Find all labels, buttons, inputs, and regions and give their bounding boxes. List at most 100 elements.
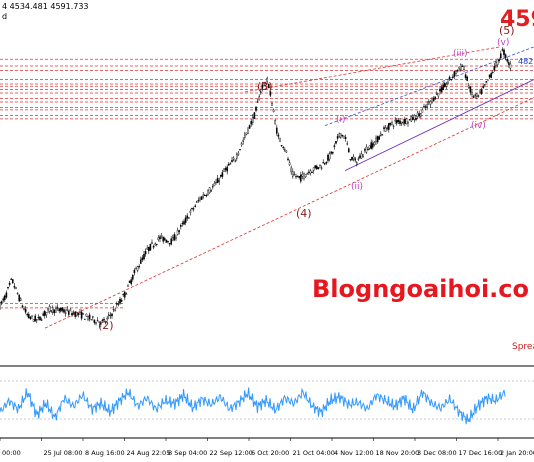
- candle-body: [208, 187, 211, 194]
- candle: [79, 308, 81, 315]
- candle-body: [26, 314, 29, 316]
- candle: [80, 309, 83, 321]
- candle: [439, 85, 441, 95]
- candle: [141, 255, 144, 262]
- candle: [40, 317, 43, 322]
- candle: [389, 122, 392, 127]
- candle: [231, 157, 233, 163]
- candle-body: [381, 134, 384, 136]
- candle: [219, 174, 222, 179]
- candle-body: [149, 243, 152, 251]
- wave-label-major-2: (4): [296, 207, 312, 220]
- candle: [66, 306, 68, 312]
- candle-body: [90, 319, 92, 321]
- candle-body: [506, 59, 509, 62]
- candle: [186, 213, 189, 221]
- candle: [44, 310, 46, 319]
- candle: [322, 159, 325, 164]
- candle-body: [272, 109, 275, 113]
- candle-body: [221, 172, 224, 177]
- candle: [290, 165, 293, 176]
- candle: [373, 141, 376, 147]
- candle-body: [384, 127, 387, 132]
- candle: [42, 311, 44, 317]
- candle: [36, 318, 38, 324]
- candle-body: [98, 321, 100, 323]
- candle: [128, 280, 131, 284]
- candle-body: [354, 158, 357, 161]
- time-tick-label: 22 Sep 12:00: [210, 449, 253, 457]
- candle-body: [472, 96, 475, 98]
- candle-body: [383, 127, 385, 129]
- candle-body: [295, 176, 297, 178]
- candle: [364, 148, 366, 153]
- candle-body: [405, 118, 408, 125]
- candle: [500, 50, 502, 60]
- candle-body: [309, 170, 312, 174]
- candle-body: [231, 160, 233, 162]
- candle-body: [74, 311, 76, 317]
- candle: [308, 169, 310, 176]
- candle-body: [426, 104, 429, 108]
- candle: [151, 239, 153, 245]
- candle-body: [55, 308, 57, 313]
- candle: [139, 256, 142, 264]
- candle: [380, 131, 382, 137]
- candle-body: [202, 194, 205, 198]
- candle-body: [170, 238, 173, 245]
- candle-body: [482, 86, 485, 89]
- candle-body: [143, 254, 145, 260]
- candle-body: [15, 287, 17, 289]
- candle-body: [40, 319, 43, 321]
- candle-body: [87, 316, 89, 320]
- candle-body: [407, 121, 409, 124]
- candle: [106, 315, 108, 322]
- candle-body: [29, 316, 32, 319]
- candle-body: [215, 181, 217, 184]
- candle-body: [34, 315, 36, 322]
- candle: [295, 173, 297, 180]
- oscillator-panel[interactable]: [0, 380, 534, 425]
- main-price-panel[interactable]: (2) (3) (4) (5) (i) (ii) (iii) (iv) (v): [0, 24, 534, 332]
- candle: [495, 60, 497, 69]
- candle-body: [69, 309, 72, 311]
- candle-body: [138, 266, 141, 268]
- candle-body: [386, 127, 389, 129]
- candle: [367, 146, 369, 151]
- candle-body: [157, 237, 160, 241]
- candle-body: [320, 167, 323, 169]
- candle-body: [58, 308, 60, 312]
- candle-body: [325, 161, 328, 164]
- resistance-levels: [0, 58, 534, 309]
- candle: [420, 113, 422, 119]
- candle: [224, 166, 227, 173]
- candle: [32, 318, 35, 322]
- candle: [357, 156, 360, 162]
- candle-body: [115, 303, 118, 305]
- candle-body: [21, 305, 24, 307]
- candle: [351, 156, 353, 161]
- candle: [255, 106, 257, 113]
- candle-body: [292, 171, 294, 177]
- time-axis-labels: 00:00 25 Jul 08:00 8 Aug 16:00 24 Aug 22:05…: [0, 438, 534, 457]
- candle: [117, 300, 120, 307]
- candle: [332, 151, 334, 155]
- candle: [216, 174, 219, 184]
- candle-body: [285, 150, 288, 153]
- candle-body: [397, 120, 400, 122]
- candle-body: [194, 205, 197, 207]
- candle: [72, 310, 75, 315]
- candle-body: [466, 76, 469, 81]
- candle-body: [402, 121, 405, 124]
- ohlc-readout: 4 4534.481 4591.733: [2, 2, 89, 11]
- candle-body: [245, 132, 248, 135]
- candle-body: [356, 162, 358, 165]
- candle-body: [508, 62, 510, 65]
- candle: [482, 83, 485, 89]
- candle: [91, 315, 94, 321]
- candle-body: [357, 158, 360, 160]
- candle-body: [308, 171, 310, 173]
- candle-body: [391, 122, 393, 125]
- candle-body: [436, 93, 438, 95]
